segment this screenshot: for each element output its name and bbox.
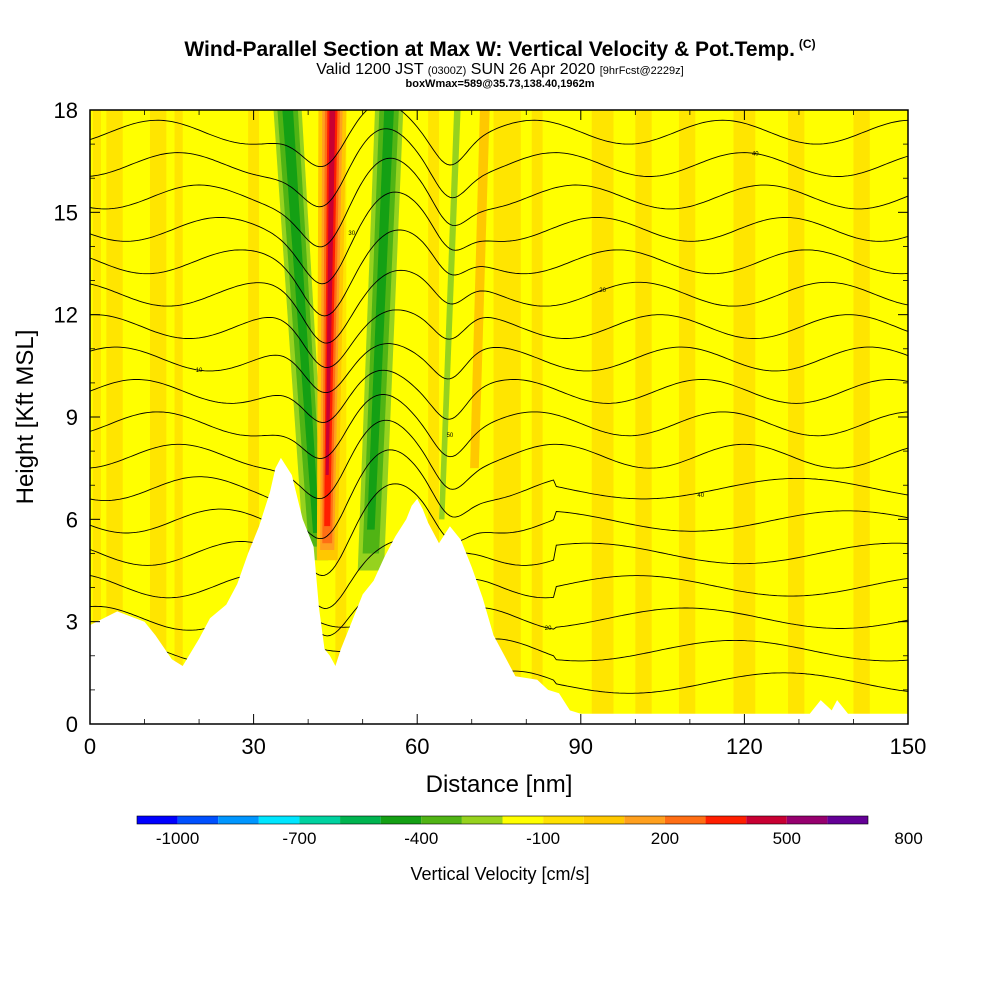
w-band-weak-updraft [335,110,347,724]
colorbar-swatch [218,816,259,824]
theta-contour [90,309,908,369]
x-tick-label: 30 [241,734,265,759]
w-band-weak-updraft [174,110,183,724]
x-tick-label: 0 [84,734,96,759]
w-band-downdraft-core [282,110,320,533]
w-band-weak-updraft [678,110,696,724]
copyright-mark: (C) [798,37,816,51]
y-tick-label: 9 [66,405,78,430]
y-axis-label: Height [Kft MSL] [12,330,39,505]
colorbar-swatch [624,816,665,824]
w-band-weak-updraft [531,110,543,724]
theta-contour [90,191,908,285]
w-band-updraft-weak [470,110,490,469]
colorbar-swatch [583,816,625,824]
contour-label: 20 [599,288,606,294]
contour-label: 50 [447,433,454,439]
y-tick-label: 6 [66,507,78,532]
chart-subtitle: Valid 1200 JST (0300Z) SUN 26 Apr 2020 [… [316,61,684,78]
theta-contour [90,269,908,344]
contour-label: 40 [752,152,759,158]
theta-contour [90,128,908,208]
w-band-weak-updraft [853,110,870,724]
colorbar-swatch [664,816,706,824]
colorbar-swatch [258,816,300,824]
colorbar-swatch [299,816,341,824]
colorbar-swatch [421,816,462,824]
theta-contour [90,419,908,500]
contour-label: 40 [697,493,704,499]
colorbar-frame [136,815,869,825]
colorbar-tick-label: 500 [773,829,801,848]
theta-contour [90,449,908,540]
x-tick-label: 150 [890,734,927,759]
colorbar-tick-label: 200 [651,829,679,848]
colorbar-swatch [502,816,544,824]
w-band-weak-updraft [635,110,652,724]
colorbar-swatch [177,816,219,824]
x-tick-label: 60 [405,734,429,759]
x-tick-label: 120 [726,734,763,759]
theta-contour [90,369,908,423]
theta-contour [90,573,908,637]
colorbar-tick-label: -400 [404,829,438,848]
colorbar-swatch [543,816,584,824]
colorbar-swatch [137,816,178,824]
w-band-downdraft-weak [439,110,461,520]
w-band-weak-updraft [106,110,123,724]
colorbar-label: Vertical Velocity [cm/s] [410,864,589,884]
y-tick-label: 15 [54,200,78,225]
theta-contour [90,157,908,248]
chart-title: Wind-Parallel Section at Max W: Vertical… [184,37,816,61]
colorbar-tick-label: -100 [526,829,560,848]
y-tick-label: 18 [54,98,78,123]
w-band-weak-updraft [788,110,805,724]
x-tick-label: 90 [569,734,593,759]
theta-contour [90,229,908,317]
theta-contour [90,537,908,609]
colorbar-tick-label: 800 [894,829,922,848]
colorbar-swatch [827,816,868,824]
w-band-weak-updraft [248,110,260,724]
theta-contour [90,394,908,459]
w-band-updraft-600 [325,110,336,475]
colorbar-swatch [380,816,422,824]
theta-contour [90,343,908,394]
w-band-weak-updraft [493,110,521,724]
y-tick-label: 12 [54,303,78,328]
colorbar-swatch [340,816,381,824]
colorbar-swatch [705,816,747,824]
colorbar-swatch [746,816,787,824]
terrain [90,457,908,724]
colorbar-swatch [786,816,828,824]
y-tick-label: 0 [66,712,78,737]
colorbar-tick-label: -1000 [156,829,199,848]
colorbar-tick-label: -700 [282,829,316,848]
contour-label: 20 [545,626,552,632]
w-band-weak-updraft [428,110,440,724]
contour-label: 30 [348,231,355,237]
theta-contour [90,110,908,168]
colorbar-swatch [461,816,503,824]
w-band-weak-updraft [591,110,614,724]
y-tick-label: 3 [66,610,78,635]
theta-contour [90,483,908,576]
contour-label: 10 [196,368,203,374]
x-axis-label: Distance [nm] [426,771,573,798]
chart-box-info: boxWmax=589@35.73,138.40,1962m [405,78,595,90]
w-band-weak-updraft [733,110,756,724]
w-band-weak-updraft [149,110,167,724]
